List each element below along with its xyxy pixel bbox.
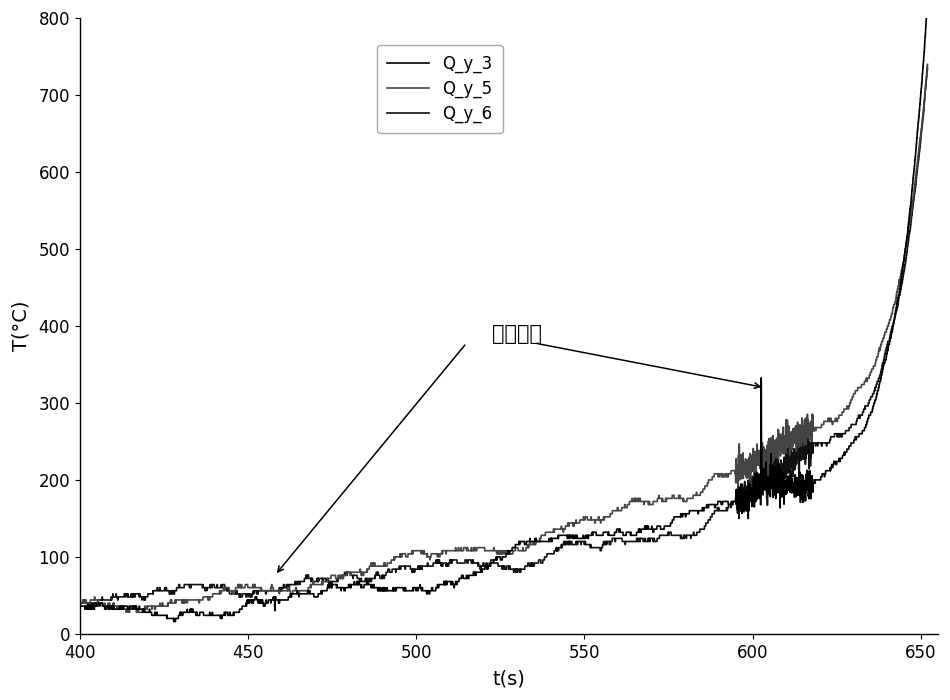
Q_y_5 — [625, 497, 636, 505]
Q_y_6 — [74, 602, 85, 610]
Y-axis label: T(°C): T(°C) — [11, 301, 30, 351]
Q_y_5 — [771, 446, 783, 454]
Q_y_6 — [228, 589, 239, 598]
Q_y_6 — [625, 538, 636, 546]
Q_y_6 — [771, 472, 783, 480]
Q_y_3 — [398, 587, 409, 595]
Q_y_6 — [582, 540, 594, 549]
Q_y_3 — [582, 534, 594, 542]
Line: Q_y_5: Q_y_5 — [80, 64, 927, 612]
Q_y_5 — [582, 516, 594, 524]
Q_y_5 — [121, 608, 132, 617]
Q_y_5 — [707, 473, 718, 481]
Q_y_3 — [707, 500, 718, 509]
Q_y_3 — [74, 602, 85, 610]
Text: 局部毛刺: 局部毛刺 — [492, 323, 542, 344]
Legend: Q_y_3, Q_y_5, Q_y_6: Q_y_3, Q_y_5, Q_y_6 — [377, 45, 503, 133]
Q_y_6 — [398, 562, 409, 570]
Q_y_6 — [707, 510, 718, 518]
Q_y_3 — [168, 617, 180, 626]
Q_y_5 — [74, 602, 85, 610]
Q_y_3 — [771, 469, 783, 477]
Q_y_5 — [922, 60, 933, 69]
Q_y_3 — [922, 0, 933, 4]
Q_y_5 — [398, 550, 409, 558]
Q_y_3 — [228, 611, 239, 620]
Q_y_6 — [922, 63, 933, 71]
X-axis label: t(s): t(s) — [492, 670, 525, 689]
Q_y_5 — [922, 60, 933, 69]
Line: Q_y_6: Q_y_6 — [80, 67, 927, 606]
Q_y_5 — [228, 587, 239, 595]
Q_y_3 — [625, 531, 636, 540]
Line: Q_y_3: Q_y_3 — [80, 0, 927, 622]
